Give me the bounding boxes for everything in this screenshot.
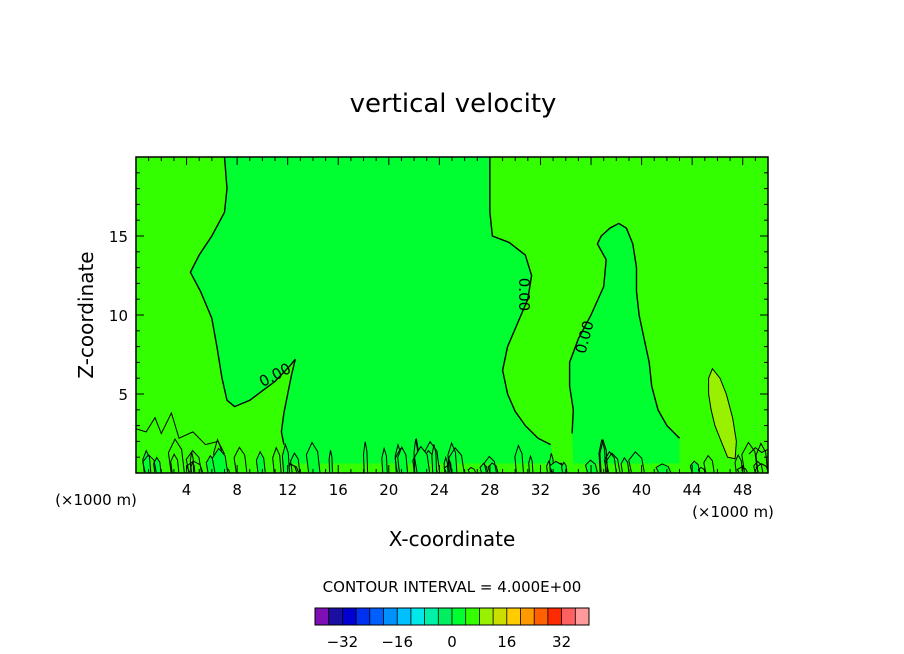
y-axis-label: Z-coordinate xyxy=(74,251,98,378)
colorbar-swatch xyxy=(547,608,562,625)
y-axis: 5 10 15 xyxy=(109,156,768,474)
y-tick-label: 15 xyxy=(109,228,128,246)
ground-contour xyxy=(753,460,764,473)
colorbar-swatch xyxy=(397,608,412,625)
ground-contour xyxy=(362,441,369,473)
x-tick-label: 16 xyxy=(329,481,348,499)
x-tick-label: 44 xyxy=(683,481,702,499)
ground-contour xyxy=(605,452,621,473)
ground-contour xyxy=(170,453,180,473)
colorbar-tick-label: 32 xyxy=(552,633,571,651)
ground-contour xyxy=(448,447,465,473)
ground-contour xyxy=(703,454,715,473)
colorbar-swatch xyxy=(342,608,357,625)
colorbar-swatch xyxy=(356,608,371,625)
ground-contour xyxy=(189,451,195,473)
ground-contour xyxy=(736,466,748,473)
x-tick-label: 20 xyxy=(379,481,398,499)
ground-contour xyxy=(443,455,449,473)
colorbar-swatch xyxy=(479,608,494,625)
ground-contour xyxy=(413,445,431,473)
colorbar-tick-label: 0 xyxy=(447,633,457,651)
updraft-contour xyxy=(708,367,737,460)
right-zero-contour xyxy=(568,222,680,439)
negative-region-right xyxy=(569,223,680,464)
colorbar-swatch xyxy=(369,608,384,625)
x-tick-label: 4 xyxy=(182,481,192,499)
ground-contour xyxy=(697,466,706,473)
negative-region-center xyxy=(190,157,554,464)
ground-contour xyxy=(185,449,202,473)
ground-contour xyxy=(528,454,534,473)
x-unit-left: (×1000 m) xyxy=(55,491,137,509)
colorbar-swatch xyxy=(410,608,425,625)
x-tick-label: 40 xyxy=(632,481,651,499)
ground-contour xyxy=(255,450,266,473)
ground-contour xyxy=(233,446,248,473)
colorbar-swatch xyxy=(506,608,521,625)
ground-contour xyxy=(599,438,608,473)
x-tick-label: 32 xyxy=(531,481,550,499)
x-axis: 4 8 12 16 20 24 28 32 36 40 44 48 xyxy=(135,157,769,499)
colorbar-tick-label: −32 xyxy=(327,633,359,651)
y-tick-label: 10 xyxy=(109,307,128,325)
colorbar-swatch xyxy=(438,608,453,625)
ground-contour xyxy=(755,442,769,473)
colorbar-tick-label: −16 xyxy=(381,633,413,651)
ground-contour xyxy=(381,446,388,473)
ground-contour xyxy=(620,456,630,473)
ground-contour xyxy=(211,447,229,473)
x-tick-label: 48 xyxy=(733,481,752,499)
colorbar-swatch xyxy=(534,608,549,625)
x-tick-label: 24 xyxy=(430,481,449,499)
colorbar-frame xyxy=(314,607,590,626)
ground-contour xyxy=(483,455,497,473)
x-axis-label: X-coordinate xyxy=(389,527,516,551)
plot-area: 0.000.000.00 xyxy=(135,156,769,474)
colorbar-swatch xyxy=(452,608,466,625)
colorbar-swatch xyxy=(383,608,398,625)
colorbar-swatch xyxy=(520,608,535,625)
colorbar: −32 −16 0 16 32 xyxy=(314,607,590,651)
colorbar-swatch xyxy=(575,608,590,625)
colorbar-swatch xyxy=(328,608,343,625)
ground-contour xyxy=(328,450,333,473)
x-tick-label: 36 xyxy=(581,481,600,499)
ground-contour xyxy=(190,461,196,473)
ground-contour xyxy=(305,441,321,473)
ground-contour xyxy=(741,441,758,473)
ground-contour xyxy=(628,451,645,473)
left-zero-contour xyxy=(189,156,296,445)
x-tick-label: 8 xyxy=(232,481,242,499)
x-tick-label: 28 xyxy=(480,481,499,499)
ground-contour xyxy=(598,439,607,473)
ground-contour xyxy=(167,438,185,473)
chart-title: vertical velocity xyxy=(350,89,557,119)
colorbar-swatch xyxy=(465,608,480,625)
ground-contour xyxy=(397,446,408,473)
x-tick-label: 12 xyxy=(278,481,297,499)
ground-contour xyxy=(467,467,476,473)
contour-label: 0.00 xyxy=(515,278,533,311)
colorbar-swatch xyxy=(424,608,439,625)
ground-contour xyxy=(755,463,769,473)
colorbar-swatch xyxy=(561,608,576,625)
colorbar-swatch xyxy=(493,608,508,625)
ground-contour xyxy=(135,411,225,455)
ground-contour xyxy=(431,444,438,473)
ground-contour xyxy=(514,444,524,473)
ground-contour xyxy=(748,447,769,455)
middle-zero-contour xyxy=(489,157,551,446)
ground-contour xyxy=(734,453,743,473)
colorbar-tick-label: 16 xyxy=(497,633,516,651)
colorbar-swatch xyxy=(315,608,329,625)
contour-interval-text: CONTOUR INTERVAL = 4.000E+00 xyxy=(323,578,582,596)
y-tick-label: 5 xyxy=(118,386,128,404)
ground-contour xyxy=(272,446,282,473)
ground-contour xyxy=(142,453,157,473)
x-unit-right: (×1000 m) xyxy=(692,503,774,521)
